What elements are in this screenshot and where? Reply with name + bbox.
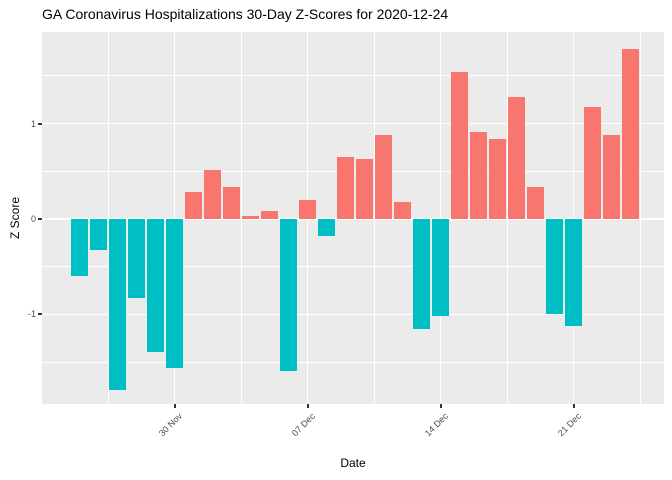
bar-2020-12-16 — [470, 132, 487, 219]
bar-2020-12-24 — [622, 49, 639, 219]
bar-2020-12-01 — [185, 192, 202, 219]
x-major-gridline — [572, 32, 575, 404]
bar-2020-12-12 — [394, 201, 411, 219]
x-tick-label: 30 Nov — [156, 411, 184, 439]
bar-2020-11-28 — [128, 218, 145, 299]
bar-2020-11-26 — [90, 218, 107, 251]
x-minor-gridline — [240, 32, 242, 404]
x-minor-gridline — [107, 32, 109, 404]
bar-2020-12-20 — [546, 218, 563, 315]
bar-2020-12-04 — [242, 216, 259, 219]
bar-2020-12-21 — [565, 218, 582, 326]
y-axis-tick — [38, 122, 42, 125]
bar-2020-12-08 — [318, 218, 335, 237]
bar-2020-12-13 — [413, 218, 430, 329]
x-axis-tick — [439, 404, 442, 408]
x-tick-label: 21 Dec — [555, 411, 583, 439]
bar-2020-11-29 — [147, 218, 164, 353]
bar-2020-12-14 — [432, 218, 449, 317]
x-axis-tick — [306, 404, 309, 408]
bar-2020-12-03 — [223, 187, 240, 219]
y-major-gridline — [42, 218, 664, 220]
y-axis-tick — [38, 313, 42, 316]
x-minor-gridline — [373, 32, 375, 404]
bar-2020-12-10 — [356, 158, 373, 219]
bar-2020-12-11 — [375, 135, 392, 219]
bar-2020-12-06 — [280, 218, 297, 371]
bar-2020-12-23 — [603, 135, 620, 219]
bar-2020-12-09 — [337, 156, 354, 219]
bar-2020-12-18 — [508, 96, 525, 219]
x-axis-tick — [173, 404, 176, 408]
bar-2020-11-27 — [109, 218, 126, 390]
bar-2020-11-25 — [71, 218, 88, 277]
bar-2020-12-17 — [489, 138, 506, 219]
x-tick-label: 14 Dec — [422, 411, 450, 439]
y-tick-label: 0 — [30, 213, 36, 224]
bar-2020-11-30 — [166, 218, 183, 368]
bar-2020-12-05 — [261, 211, 278, 219]
x-major-gridline — [173, 32, 176, 404]
y-major-gridline — [42, 122, 664, 125]
bar-2020-12-07 — [299, 199, 316, 219]
y-minor-gridline — [42, 75, 664, 77]
chart-title: GA Coronavirus Hospitalizations 30-Day Z… — [42, 6, 449, 22]
x-axis-tick — [572, 404, 575, 408]
x-minor-gridline — [506, 32, 508, 404]
x-tick-label: 07 Dec — [289, 411, 317, 439]
x-axis-title: Date — [340, 456, 366, 470]
y-axis-tick — [38, 217, 42, 220]
y-major-gridline — [42, 313, 664, 316]
y-minor-gridline — [42, 266, 664, 268]
x-minor-gridline — [639, 32, 641, 404]
y-tick-label: 1 — [30, 118, 36, 129]
y-tick-label: -1 — [27, 309, 36, 320]
bar-2020-12-02 — [204, 170, 221, 219]
x-major-gridline — [439, 32, 442, 404]
bar-2020-12-19 — [527, 186, 544, 219]
bar-2020-12-15 — [451, 72, 468, 219]
bar-2020-12-22 — [584, 107, 601, 219]
plot-panel — [42, 32, 664, 404]
y-minor-gridline — [42, 361, 664, 363]
